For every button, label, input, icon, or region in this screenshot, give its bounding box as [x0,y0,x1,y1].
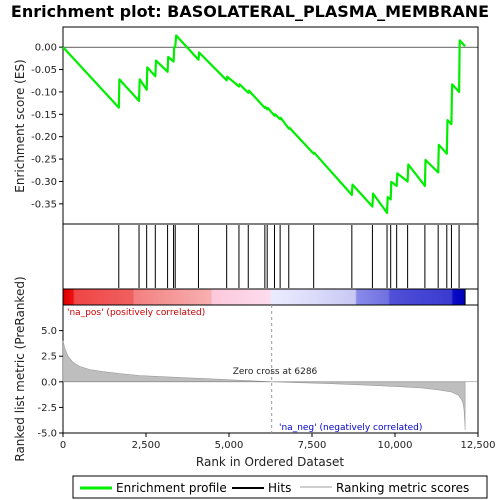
ranked-list-heat-bar [62,288,466,306]
legend: Enrichment profile Hits Ranking metric s… [72,475,488,499]
es-y-tick-label: -0.20 [31,132,57,143]
pos-corr-label: 'na_pos' (positively correlated) [67,308,205,318]
x-tick-label: 12,500 [461,440,496,451]
x-tick-label: 10,000 [378,440,413,451]
x-tick-label: 7,500 [298,440,327,451]
zero-cross-label: Zero cross at 6286 [233,367,318,377]
x-tick-label: 2,500 [132,440,161,451]
metric-y-tick-label: -2.5 [37,403,57,414]
metric-y-tick-label: -5.0 [37,429,57,440]
es-y-ticks: 0.00 -0.05 -0.10 -0.15 -0.20 -0.25 -0.30 -0.35 [31,43,63,210]
metric-y-ticks: 5.0 2.5 0.0 -2.5 -5.0 [37,326,63,440]
es-y-tick-label: -0.15 [31,110,57,121]
legend-box [72,475,488,499]
x-axis-label: Rank in Ordered Dataset [196,455,344,469]
legend-metric-label: Ranking metric scores [336,481,469,495]
metric-y-tick-label: 0.0 [41,377,57,388]
es-y-axis-label: Enrichment score (ES) [13,59,27,192]
metric-y-tick-label: 5.0 [41,326,57,337]
metric-y-axis-label: Ranked list metric (PreRanked) [13,276,27,461]
hits-layer [118,225,460,288]
chart-title: Enrichment plot: BASOLATERAL_PLASMA_MEMB… [11,2,489,21]
es-line-layer [62,34,478,214]
neg-corr-label: 'na_neg' (negatively correlated) [279,423,422,433]
metric-y-tick-label: 2.5 [41,352,57,363]
legend-enrichment-label: Enrichment profile [116,481,227,495]
metric-panel-frame [62,304,479,434]
x-ticks: 0 2,500 5,000 7,500 10,000 12,500 [60,433,496,451]
x-tick-label: 0 [60,440,66,451]
metric-layer [62,305,478,433]
hits-panel-frame [62,223,479,290]
es-y-tick-label: -0.10 [31,87,57,98]
legend-hits-label: Hits [268,481,291,495]
es-panel-frame [62,26,479,225]
x-tick-label: 5,000 [215,440,244,451]
es-y-tick-label: -0.35 [31,199,57,210]
es-y-tick-label: -0.25 [31,155,57,166]
es-y-tick-label: 0.00 [35,43,57,54]
es-y-tick-label: -0.05 [31,65,57,76]
enrichment-profile-line [62,34,466,214]
es-y-tick-label: -0.30 [31,177,57,188]
